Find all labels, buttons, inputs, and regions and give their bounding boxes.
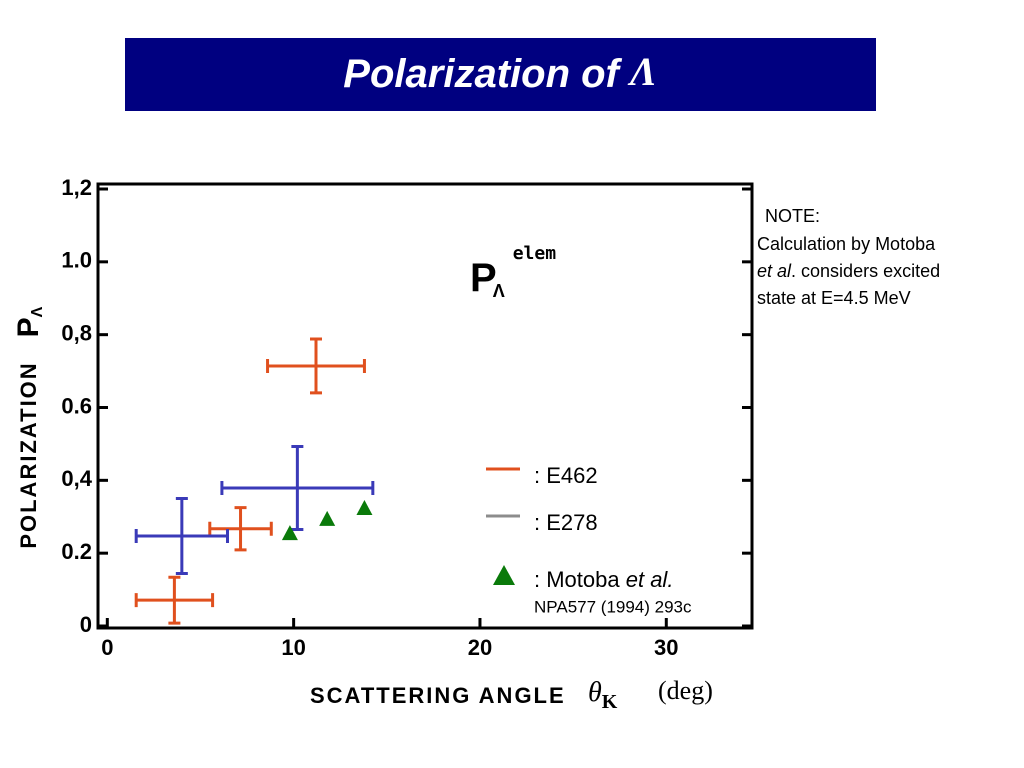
y-tick-label: 0: [80, 612, 92, 637]
legend-name: : Motoba: [534, 567, 620, 592]
error-bar-x: [134, 529, 229, 544]
symbol-sub: K: [602, 691, 618, 713]
note-text: . considers excited: [791, 261, 940, 281]
legend-label: : E278: [534, 510, 598, 535]
note-line: state at E=4.5 MeV: [757, 288, 911, 308]
symbol-main: θ: [588, 677, 602, 708]
symbol-main: P: [12, 317, 45, 337]
curve-label: PΛelem: [470, 243, 556, 301]
x-tick-label: 10: [281, 635, 305, 660]
note: NOTE: Calculation by Motoba et al. consi…: [757, 206, 940, 308]
x-axis-symbol: θK: [588, 677, 618, 712]
legend-name: : E278: [534, 510, 598, 535]
note-line: et al. considers excited: [757, 261, 940, 281]
y-axis-label: POLARIZATION: [16, 361, 41, 548]
triangle-marker: [281, 525, 298, 541]
x-axis-unit: (deg): [658, 676, 713, 705]
legend-name-italic: et al.: [626, 567, 674, 592]
title-symbol: Λ: [627, 49, 657, 94]
legend-label: : E462: [534, 463, 598, 488]
error-bar-x: [220, 480, 375, 495]
curve-label-main: P: [470, 256, 497, 300]
y-axis-symbol: PΛ: [12, 306, 46, 337]
error-bar-x: [266, 358, 366, 373]
triangle-marker: [319, 510, 336, 526]
x-axis-label: SCATTERING ANGLE: [310, 683, 566, 708]
x-tick-label: 0: [101, 635, 113, 660]
note-italic: et al: [757, 261, 792, 281]
y-tick-label: 0,8: [61, 320, 92, 345]
y-tick-label: 1.0: [61, 248, 92, 273]
title-text: Polarization of: [343, 52, 622, 96]
y-tick-label: 1,2: [61, 175, 92, 200]
curve-label-sup: elem: [513, 243, 557, 264]
note-line: Calculation by Motoba: [757, 234, 936, 254]
legend-reference: NPA577 (1994) 293c: [534, 597, 692, 616]
x-tick-label: 20: [468, 635, 492, 660]
title-box: [125, 38, 876, 111]
note-heading: NOTE:: [765, 206, 820, 226]
y-tick-label: 0.6: [61, 393, 92, 418]
x-tick-label: 30: [654, 635, 678, 660]
plot-frame: [96, 182, 754, 630]
error-bar-x: [134, 593, 215, 608]
triangle-marker: [356, 500, 373, 516]
legend-swatch: [493, 565, 515, 585]
symbol-sub: Λ: [29, 306, 46, 317]
legend-name: : E462: [534, 463, 598, 488]
legend-label: : Motoba et al.: [534, 567, 673, 592]
y-tick-label: 0.2: [61, 539, 92, 564]
curve-label-sub: Λ: [493, 281, 505, 301]
slide-title: Polarization of Λ: [343, 49, 656, 95]
error-bar-x: [208, 521, 273, 536]
y-tick-label: 0,4: [61, 466, 92, 491]
